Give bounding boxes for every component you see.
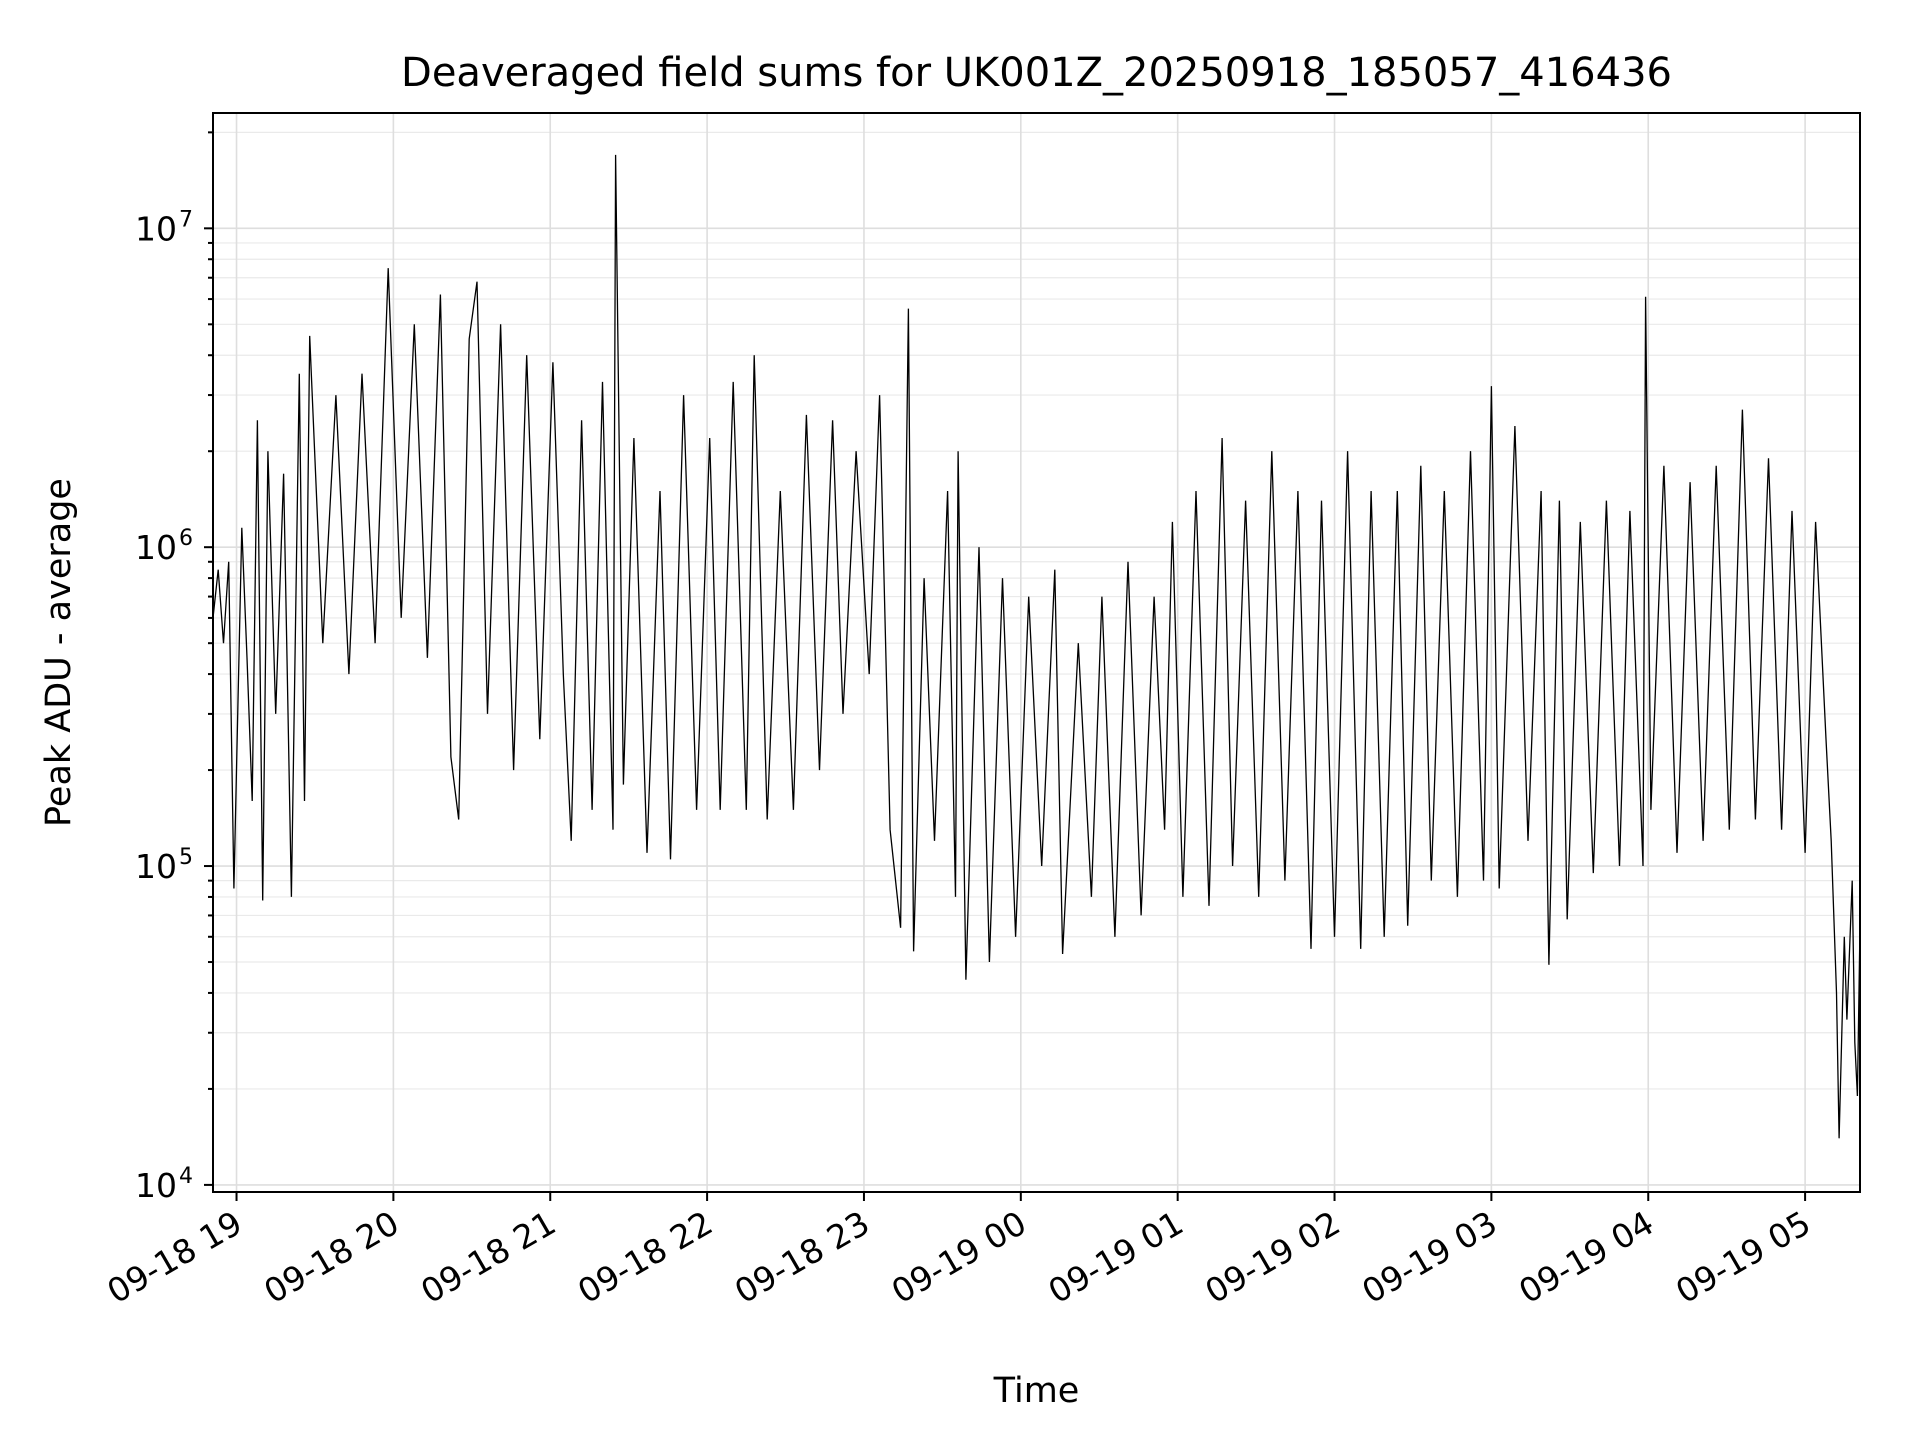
series-group (212, 154, 1861, 1139)
y-tick-label-exponent: 5 (179, 845, 193, 870)
chart-title: Deaveraged field sums for UK001Z_2025091… (401, 50, 1672, 96)
y-tick-label: 10 (135, 209, 177, 248)
plot-frame (212, 112, 1861, 1193)
series-line (212, 154, 1861, 1139)
y-tick-label-exponent: 4 (179, 1164, 193, 1189)
x-axis-label: Time (993, 1371, 1080, 1411)
y-tick-label: 10 (135, 528, 177, 567)
y-tick-label-exponent: 7 (179, 207, 193, 232)
y-tick-label: 10 (135, 1166, 177, 1205)
y-tick-label: 10 (135, 847, 177, 886)
y-axis-label: Peak ADU - average (39, 478, 79, 827)
y-tick-label-exponent: 6 (179, 526, 193, 551)
